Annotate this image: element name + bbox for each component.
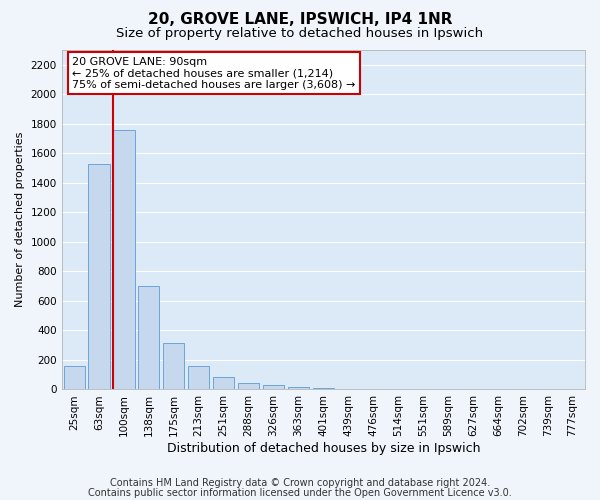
Bar [288, 387, 309, 390]
Text: 20 GROVE LANE: 90sqm
← 25% of detached houses are smaller (1,214)
75% of semi-de: 20 GROVE LANE: 90sqm ← 25% of detached h… [72, 57, 356, 90]
Bar [313, 388, 334, 390]
Y-axis label: Number of detached properties: Number of detached properties [15, 132, 25, 308]
Text: Size of property relative to detached houses in Ipswich: Size of property relative to detached ho… [116, 28, 484, 40]
Bar [188, 366, 209, 390]
Bar [113, 130, 134, 390]
Bar [138, 286, 160, 390]
Text: 20, GROVE LANE, IPSWICH, IP4 1NR: 20, GROVE LANE, IPSWICH, IP4 1NR [148, 12, 452, 28]
X-axis label: Distribution of detached houses by size in Ipswich: Distribution of detached houses by size … [167, 442, 480, 455]
Text: Contains public sector information licensed under the Open Government Licence v3: Contains public sector information licen… [88, 488, 512, 498]
Bar [238, 383, 259, 390]
Bar [64, 366, 85, 390]
Text: Contains HM Land Registry data © Crown copyright and database right 2024.: Contains HM Land Registry data © Crown c… [110, 478, 490, 488]
Bar [263, 385, 284, 390]
Bar [213, 377, 234, 390]
Bar [88, 164, 110, 390]
Bar [338, 388, 359, 390]
Bar [163, 343, 184, 390]
